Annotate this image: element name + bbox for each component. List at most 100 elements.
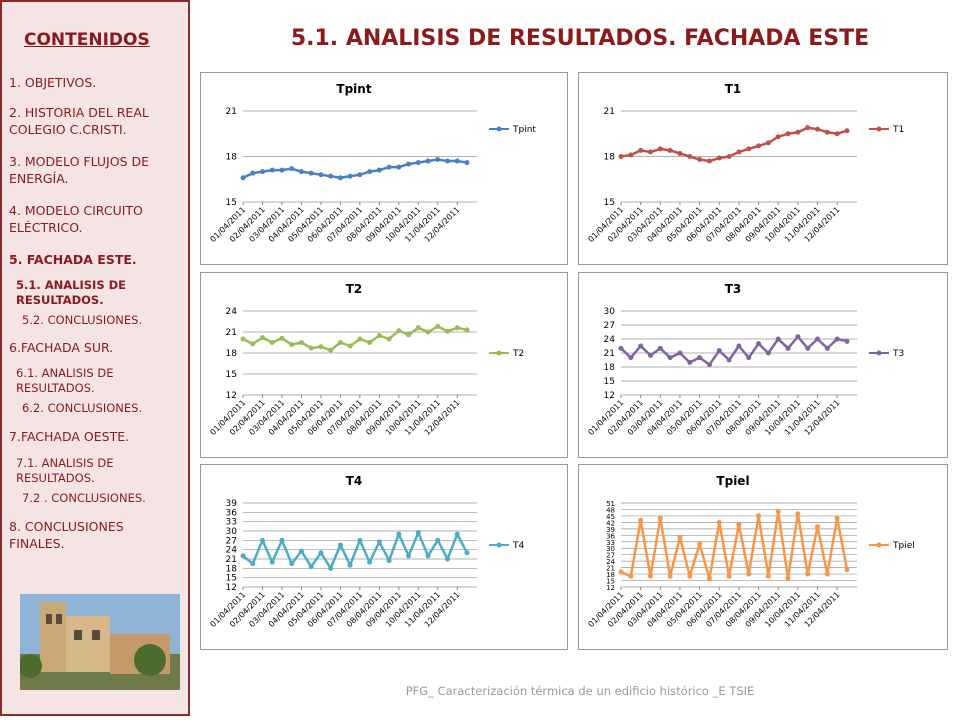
- data-point: [298, 340, 304, 345]
- data-line: [242, 158, 468, 179]
- data-point: [687, 573, 693, 579]
- data-point: [785, 131, 791, 137]
- y-tick-label: 27: [604, 321, 615, 331]
- data-point: [824, 129, 830, 135]
- y-tick-label: 15: [606, 578, 615, 586]
- data-point: [815, 336, 821, 342]
- data-point: [357, 537, 363, 543]
- y-tick-label: 15: [604, 377, 615, 387]
- data-point: [367, 169, 373, 175]
- chart-panel: T2 12 15 18 21 24 01/04/2011 02/04/2011 03/04/20…: [200, 272, 568, 458]
- legend-label: T1: [892, 125, 904, 135]
- data-point: [357, 336, 363, 342]
- data-point: [328, 173, 334, 179]
- data-point: [667, 573, 673, 579]
- data-point: [289, 342, 295, 348]
- y-tick-label: 18: [606, 571, 615, 579]
- chart: Tpiel121518212427303336394245485101/04/2…: [586, 474, 914, 629]
- data-point: [445, 328, 451, 334]
- legend-marker: [496, 542, 502, 548]
- menu-item[interactable]: 3. MODELO FLUJOS DE ENERGÍA.: [9, 154, 150, 186]
- legend-marker: [496, 350, 502, 356]
- menu-item[interactable]: 6.1. ANALISIS DE RESULTADOS.: [16, 366, 114, 395]
- data-point: [844, 128, 850, 134]
- data-point: [308, 564, 314, 570]
- data-point: [667, 355, 673, 361]
- data-point: [386, 336, 392, 342]
- y-tick-label: 24: [604, 335, 616, 345]
- chart-title: Tpiel: [716, 474, 749, 488]
- y-tick-label: 18: [604, 363, 616, 373]
- data-point: [677, 350, 683, 356]
- data-line: [620, 510, 849, 580]
- menu-item[interactable]: 1. OBJETIVOS.: [9, 75, 97, 90]
- data-point: [328, 565, 334, 571]
- data-point: [357, 172, 363, 178]
- data-point: [425, 329, 431, 335]
- data-point: [834, 515, 840, 521]
- data-point: [445, 556, 451, 562]
- data-point: [435, 323, 441, 329]
- data-point: [464, 327, 470, 333]
- data-point: [259, 169, 265, 175]
- data-point: [464, 160, 470, 166]
- data-point: [647, 149, 653, 155]
- data-point: [376, 167, 382, 173]
- data-point: [376, 333, 382, 338]
- data-point: [716, 348, 722, 354]
- data-point: [736, 149, 742, 155]
- data-point: [269, 340, 275, 345]
- data-point: [657, 146, 663, 152]
- chart-title: T4: [346, 474, 363, 488]
- data-point: [638, 517, 644, 523]
- data-point: [618, 569, 624, 575]
- data-point: [347, 343, 353, 349]
- data-point: [647, 352, 653, 358]
- menu-item[interactable]: 5.1. ANALISIS DE RESULTADOS.: [16, 278, 127, 307]
- data-point: [628, 355, 634, 361]
- menu-item[interactable]: 7.FACHADA OESTE.: [9, 429, 130, 444]
- data-point: [844, 567, 850, 573]
- y-tick-label: 18: [604, 153, 616, 163]
- y-tick-label: 12: [606, 584, 615, 592]
- menu-item[interactable]: 4. MODELO CIRCUITO ELÉCTRICO.: [9, 203, 143, 235]
- y-tick-label: 42: [606, 519, 615, 527]
- menu-item[interactable]: 5. FACHADA ESTE.: [9, 252, 137, 267]
- data-point: [775, 509, 781, 515]
- data-point: [756, 143, 762, 149]
- data-point: [328, 347, 334, 353]
- data-point: [386, 558, 392, 564]
- menu-item[interactable]: 7.2 . CONCLUSIONES.: [22, 491, 146, 505]
- menu-item[interactable]: 8. CONCLUSIONES FINALES.: [9, 519, 124, 551]
- data-point: [795, 129, 801, 135]
- slide-title: 5.1. ANALISIS DE RESULTADOS. FACHADA EST…: [290, 26, 870, 51]
- data-point: [805, 571, 811, 577]
- data-point: [454, 325, 460, 331]
- data-point: [706, 158, 712, 164]
- legend-label: T2: [512, 349, 524, 359]
- data-point: [785, 575, 791, 581]
- chart-panel: T1 15 18 21 01/04/2011 02/04/2011 03/04/2011 04…: [578, 72, 948, 265]
- menu-item[interactable]: 7.1. ANALISIS DE RESULTADOS.: [16, 456, 114, 485]
- data-point: [815, 524, 821, 530]
- data-point: [746, 571, 752, 577]
- chart: T41215182124273033363901/04/201102/04/20…: [208, 474, 524, 629]
- data-point: [647, 573, 653, 579]
- data-point: [279, 167, 285, 173]
- data-point: [435, 157, 441, 163]
- y-tick-label: 39: [606, 526, 615, 534]
- data-point: [259, 335, 265, 341]
- y-tick-label: 18: [226, 153, 238, 163]
- data-point: [618, 345, 624, 351]
- menu-item[interactable]: 2. HISTORIA DEL REAL COLEGIO C.CRISTI.: [9, 105, 149, 137]
- data-point: [337, 175, 343, 181]
- menu-item[interactable]: 6.FACHADA SUR.: [9, 340, 114, 355]
- y-tick-label: 21: [606, 565, 615, 573]
- sidebar-heading: CONTENIDOS: [24, 30, 150, 50]
- menu-item[interactable]: 5.2. CONCLUSIONES.: [22, 313, 143, 327]
- menu-item[interactable]: 6.2. CONCLUSIONES.: [22, 401, 143, 415]
- y-tick-label: 24: [226, 307, 238, 317]
- y-tick-label: 12: [226, 583, 237, 593]
- data-point: [815, 126, 821, 132]
- data-point: [406, 553, 412, 559]
